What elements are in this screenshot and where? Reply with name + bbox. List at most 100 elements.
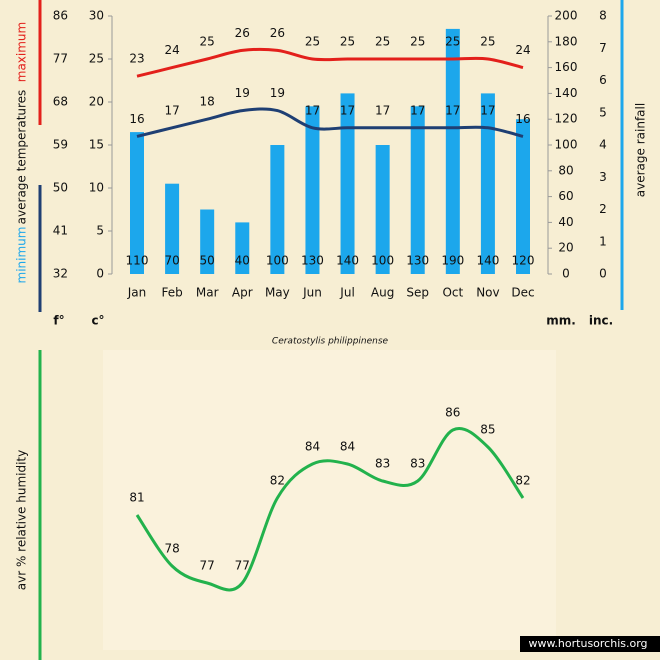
line: [135, 427, 525, 592]
y-tick-label: 59: [53, 138, 68, 152]
bar-label: 130: [406, 254, 429, 268]
value-label: 83: [410, 457, 425, 471]
unit-label: mm.: [546, 314, 576, 328]
y-tick-label: 20: [89, 95, 104, 109]
value-label: 86: [445, 406, 460, 420]
y-tick-label: 25: [89, 52, 104, 66]
value-label: 26: [235, 26, 250, 40]
value-label: 25: [340, 35, 355, 49]
value-label: 77: [200, 559, 215, 573]
bar-label: 130: [301, 254, 324, 268]
y-tick-label: 41: [53, 224, 68, 238]
bar: [200, 209, 215, 274]
y2-tick-label: 5: [599, 105, 607, 119]
x-tick-label: Apr: [232, 286, 253, 300]
bar-label: 40: [235, 254, 250, 268]
y-tick-label: 86: [53, 9, 68, 23]
unit-label: c°: [91, 314, 104, 328]
value-label: 17: [445, 103, 460, 117]
value-label: 19: [270, 86, 285, 100]
value-label: 16: [129, 112, 144, 126]
value-label: 16: [515, 112, 530, 126]
y-tick-label: 77: [53, 52, 68, 66]
x-tick-label: Nov: [476, 286, 499, 300]
value-label: 81: [129, 491, 144, 505]
y2-tick-label: 2: [599, 202, 607, 216]
y-tick-label: 30: [89, 9, 104, 23]
bar: [270, 145, 285, 274]
value-label: 26: [270, 26, 285, 40]
plot-area: [103, 350, 556, 650]
x-tick-label: Sep: [406, 286, 429, 300]
y2-tick-label: 3: [599, 170, 607, 184]
value-label: 84: [305, 440, 320, 454]
value-label: 83: [375, 457, 390, 471]
bar: [235, 222, 250, 274]
y2-tick-label: 0: [562, 267, 570, 281]
value-label: 25: [480, 35, 495, 49]
value-label: 77: [235, 559, 250, 573]
y2-tick-label: 7: [599, 41, 607, 55]
x-tick-label: May: [265, 286, 290, 300]
y2-tick-label: 1: [599, 234, 607, 248]
x-tick-label: Dec: [511, 286, 534, 300]
x-tick-label: Oct: [442, 286, 463, 300]
footer-box: [520, 636, 660, 652]
value-label: 25: [410, 35, 425, 49]
value-label: 23: [129, 52, 144, 66]
value-label: 24: [164, 43, 179, 57]
x-tick-label: Feb: [161, 286, 182, 300]
bar: [165, 183, 180, 274]
y2-tick-label: 120: [555, 112, 578, 126]
y2-tick-label: 0: [599, 267, 607, 281]
bar-label: 190: [441, 254, 464, 268]
y2-tick-label: 100: [555, 138, 578, 152]
bar: [445, 28, 460, 275]
unit-label: f°: [53, 314, 64, 328]
x-tick-label: Jan: [127, 286, 147, 300]
y2-label: average rainfall: [634, 103, 648, 197]
bar-label: 140: [336, 254, 359, 268]
y2-tick-label: 80: [558, 163, 573, 177]
bar-label: 50: [200, 254, 215, 268]
y-label: avr % relative humidity: [15, 450, 29, 591]
y-tick-label: 0: [96, 267, 104, 281]
unit-label: inc.: [589, 314, 613, 328]
value-label: 17: [410, 103, 425, 117]
value-label: 82: [515, 474, 530, 488]
value-label: 85: [480, 423, 495, 437]
value-label: 84: [340, 440, 355, 454]
bar-label: 100: [266, 254, 289, 268]
y-tick-label: 15: [89, 138, 104, 152]
bar: [410, 106, 425, 274]
value-label: 25: [200, 35, 215, 49]
y2-tick-label: 4: [599, 138, 607, 152]
y-tick-label: 5: [96, 224, 104, 238]
y2-tick-label: 40: [558, 215, 573, 229]
legend-min: minimum: [15, 227, 29, 284]
y-tick-label: 32: [53, 267, 68, 281]
value-label: 25: [445, 35, 460, 49]
bar-label: 110: [126, 254, 149, 268]
value-label: 82: [270, 474, 285, 488]
y2-tick-label: 200: [555, 9, 578, 23]
y-tick-label: 68: [53, 95, 68, 109]
value-label: 17: [375, 103, 390, 117]
y-tick-label: 10: [89, 181, 104, 195]
y-label: average temperatures: [15, 90, 29, 225]
value-label: 25: [305, 35, 320, 49]
value-label: 17: [305, 103, 320, 117]
y2-tick-label: 180: [555, 34, 578, 48]
value-label: 17: [480, 103, 495, 117]
x-tick-label: Jul: [339, 286, 354, 300]
legend-max: maximum: [15, 22, 29, 82]
value-label: 18: [200, 95, 215, 109]
y2-tick-label: 20: [558, 241, 573, 255]
bar: [375, 145, 390, 274]
y2-tick-label: 140: [555, 86, 578, 100]
bar-label: 120: [512, 254, 535, 268]
x-tick-label: Aug: [371, 286, 394, 300]
x-tick-label: Jun: [302, 286, 322, 300]
y2-tick-label: 6: [599, 73, 607, 87]
